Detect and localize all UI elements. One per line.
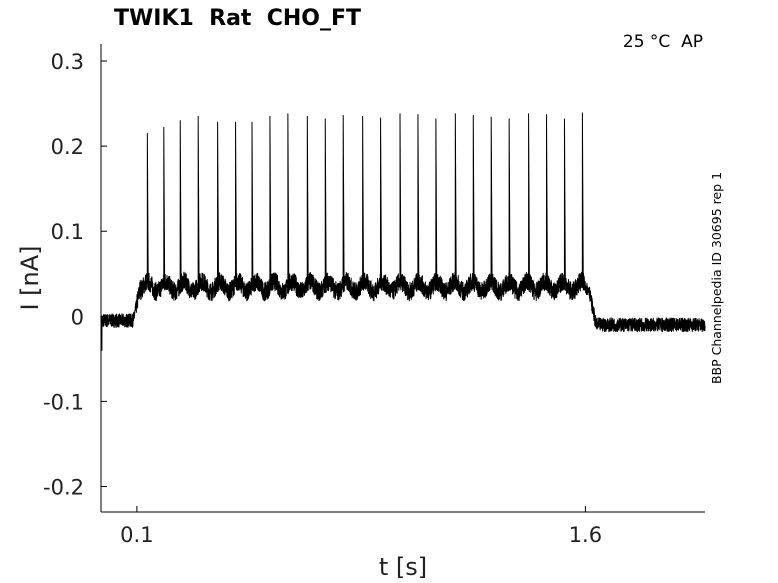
x-axis-label: t [s] — [379, 553, 427, 581]
y-tick-label: -0.2 — [43, 475, 84, 499]
current-trace-line — [100, 86, 706, 351]
y-tick-label: 0.2 — [51, 135, 84, 159]
side-id-label: BBP Channelpedia ID 30695 rep 1 — [709, 172, 724, 384]
condition-label: 25 °C AP — [623, 32, 703, 52]
x-tick-label: 0.1 — [120, 523, 153, 547]
y-axis-label: I [nA] — [16, 245, 44, 310]
y-tick-label: 0 — [71, 305, 84, 329]
x-axis-ticks: 0.1 1.6 — [120, 506, 602, 547]
y-tick-label: 0.3 — [51, 50, 84, 74]
y-tick-label: 0.1 — [51, 220, 84, 244]
y-axis-ticks: 0.3 0.2 0.1 0 -0.1 -0.2 — [43, 50, 107, 499]
y-tick-label: -0.1 — [43, 390, 84, 414]
chart-title: TWIK1 Rat CHO_FT — [114, 6, 361, 31]
x-tick-label: 1.6 — [569, 523, 602, 547]
